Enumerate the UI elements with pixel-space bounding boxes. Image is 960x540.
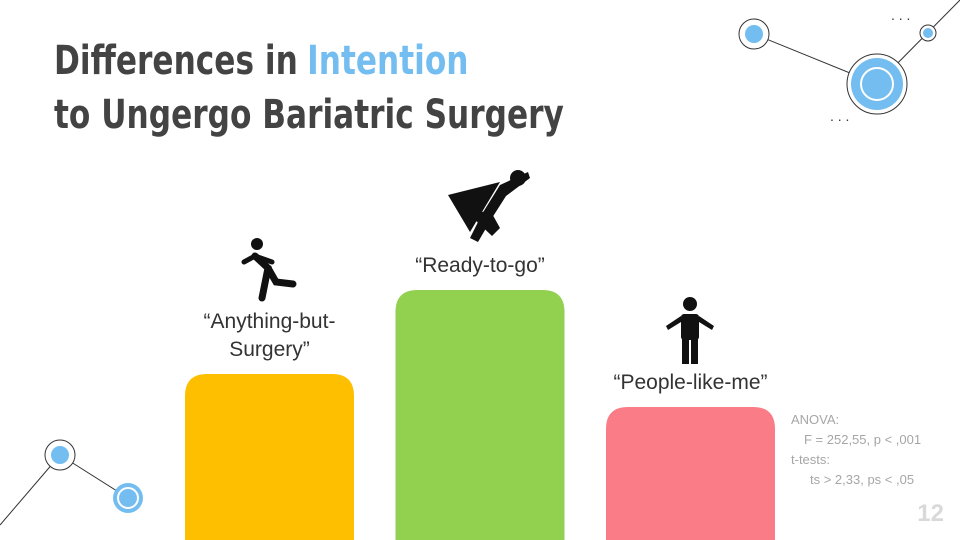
decoration: . . . . . . — [0, 0, 960, 526]
stats-line: ANOVA: — [791, 412, 840, 427]
runner-icon — [241, 238, 297, 302]
category-label: “Ready-to-go” — [415, 254, 545, 277]
bar — [395, 290, 565, 540]
stats-note: ANOVA: F = 252,55, p < ,001 t-tests: ts … — [791, 410, 921, 490]
category-label: “People-like-me” — [613, 371, 768, 394]
stats-line: t-tests: — [791, 452, 831, 467]
page-number: 12 — [917, 500, 944, 527]
bar — [606, 407, 775, 540]
person-icon — [666, 297, 714, 364]
title-text: Differences in — [54, 38, 298, 84]
svg-text:. . .: . . . — [830, 108, 849, 124]
title-text: to Ungergo Bariatric Surgery — [54, 92, 564, 138]
stats-line: F = 252,55, p < ,001 — [804, 432, 922, 447]
title-highlight: Intention — [307, 38, 469, 84]
category-label: “Anything-but-Surgery” — [203, 310, 336, 361]
svg-text:. . .: . . . — [891, 7, 910, 23]
slide-title: Differences in Intention to Ungergo Baria… — [54, 34, 564, 142]
stats-line: ts > 2,33, ps < ,05 — [810, 472, 915, 487]
bar — [185, 374, 354, 540]
hero-icon — [448, 170, 530, 242]
